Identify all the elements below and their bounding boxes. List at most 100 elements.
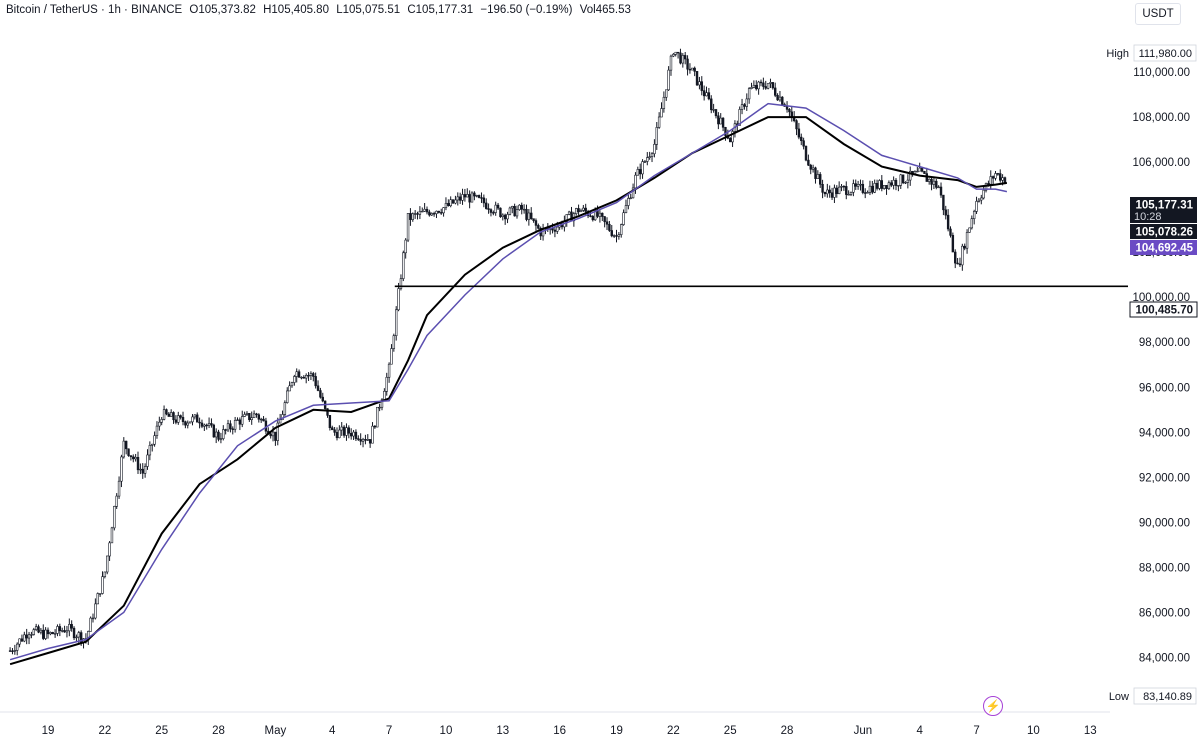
candle-body [878,180,881,189]
candle-body [646,157,649,162]
candle-body [162,409,166,420]
candle-body [819,174,822,185]
candle-body [923,170,926,174]
candle-body [58,626,62,632]
candle-body [359,439,362,442]
candle-body [91,617,95,620]
x-tick-label: 4 [916,725,923,737]
candle-body [314,376,317,387]
candle-body [494,204,497,213]
y-tick-label: 100,000.00 [1132,292,1190,304]
candle-body [399,278,403,289]
y-tick-label: 86,000.00 [1139,607,1190,619]
candle-body [397,288,400,311]
candle-body [610,230,613,237]
candle-body [283,402,287,415]
candle-body [357,438,360,440]
candle-body [530,212,533,219]
candle-body [338,429,341,439]
x-tick-label: 4 [329,725,336,737]
candle-body [672,54,675,57]
candle-body [27,634,31,639]
candle-body [423,208,426,212]
candle-body [387,363,391,378]
candle-body [136,456,140,471]
candle-body [23,634,26,642]
candle-body [901,174,905,184]
candle-body [413,213,417,215]
candle-body [856,184,860,187]
candle-body [345,427,348,436]
countdown-label: 10:28 [1134,211,1162,223]
candle-body [113,506,116,529]
candle-body [667,69,670,91]
candle-body [312,373,315,377]
candle-body [731,131,734,143]
candle-body [814,167,817,179]
candle-body [932,180,936,185]
lightning-icon[interactable]: ⚡ [983,696,1003,716]
candle-body [631,187,635,199]
candle-body [361,439,365,442]
candle-body [601,212,604,217]
symbol-name: Bitcoin / TetherUS · 1h · BINANCE [6,4,183,16]
candle-body [380,399,384,408]
candle-body [937,186,940,189]
candle-body [151,443,154,446]
candle-body [425,208,429,213]
price-label-box [1130,197,1197,223]
candle-body [506,214,509,220]
candle-body [120,456,123,482]
close-value: C105,177.31 [407,4,474,16]
candle-body [769,82,772,84]
candle-body [845,186,848,195]
candle-body [177,415,180,423]
candle-body [461,194,464,201]
candle-body [255,413,258,416]
candle-body [617,234,621,237]
high-label: High [1106,48,1129,60]
candle-body [480,197,483,199]
candle-body [106,555,109,573]
candle-body [774,87,777,96]
candle-body [674,51,677,55]
candle-body [321,396,324,402]
candle-body [257,414,261,420]
candle-body [167,413,171,417]
y-tick-label: 106,000.00 [1132,157,1190,169]
candle-body [930,178,933,185]
candle-body [740,104,744,110]
candle-body [987,183,990,185]
candle-body [153,435,156,445]
candle-body [939,186,943,196]
y-tick-label: 98,000.00 [1139,337,1190,349]
candle-body [250,417,253,421]
candle-body [470,192,474,203]
candle-body [766,83,770,89]
candle-body [342,426,346,436]
candle-body [402,252,405,279]
candle-body [871,185,874,193]
currency-button[interactable]: USDT [1135,3,1181,25]
candle-body [326,408,329,416]
candle-body [200,422,204,427]
candle-body [496,204,500,209]
y-tick-label: 96,000.00 [1139,382,1190,394]
x-tick-label: 22 [98,725,111,737]
candle-body [892,179,895,186]
candle-body [830,192,834,198]
candle-body [231,428,234,430]
candle-body [650,153,654,157]
open-value: O105,373.82 [189,4,256,16]
high-value: H105,405.80 [263,4,329,16]
candle-body [333,429,336,433]
candle-body [781,96,784,105]
candle-body [556,226,559,232]
x-tick-label: 19 [42,725,55,737]
candle-body [980,197,983,201]
candle-body [108,542,111,557]
candle-body [788,109,791,113]
candle-body [970,218,974,229]
candle-body [826,189,829,195]
